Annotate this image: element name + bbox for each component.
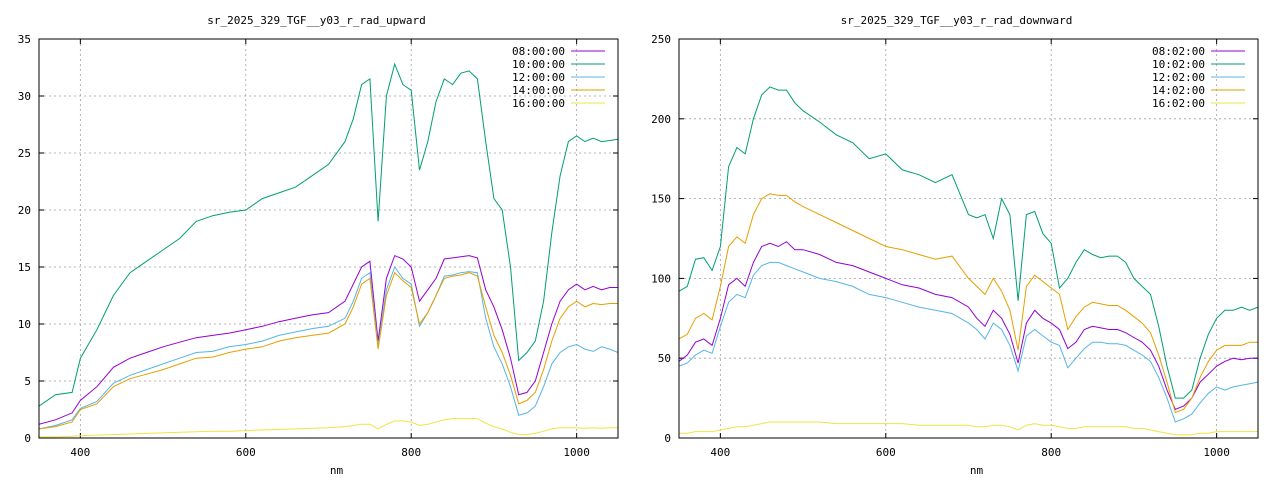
legend-label: 10:00:00 [512, 58, 565, 71]
y-tick-label: 250 [651, 33, 671, 46]
chart-downward-svg: sr_2025_329_TGF__y03_r_rad_downward 400 60… [651, 14, 1259, 477]
x-axis-label: nm [330, 464, 344, 477]
chart-title: sr_2025_329_TGF__y03_r_rad_upward [207, 14, 426, 27]
chart-downward: sr_2025_329_TGF__y03_r_rad_downward 400 60… [640, 0, 1280, 480]
series-line-10-02-00 [679, 86, 1258, 399]
x-tick-label: 400 [70, 446, 90, 459]
legend-label: 16:00:00 [512, 97, 565, 110]
y-tick-label: 100 [651, 272, 671, 285]
series-line-10-00-00 [39, 62, 618, 407]
y-tick-label: 5 [24, 375, 31, 388]
legend-label: 10:02:00 [1152, 58, 1205, 71]
x-tick-label: 800 [1041, 446, 1061, 459]
y-tick-label: 10 [18, 318, 31, 331]
series-line-16-00-00 [39, 418, 618, 438]
series-line-08-02-00 [679, 241, 1258, 410]
y-tick-label: 0 [24, 432, 31, 445]
legend-label: 14:00:00 [512, 84, 565, 97]
chart-upward: sr_2025_329_TGF__y03_r_rad_upward 400 600 8… [18, 14, 619, 477]
series-line-14-00-00 [39, 271, 618, 430]
y-tick-label: 35 [18, 33, 31, 46]
legend-label: 14:02:00 [1152, 84, 1205, 97]
x-tick-label: 600 [236, 446, 256, 459]
plot-frame [38, 38, 619, 439]
y-tick-label: 25 [18, 147, 31, 160]
series-line-12-00-00 [39, 265, 618, 430]
chart-upward-svg: sr_2025_329_TGF__y03_r_rad_upward 400 600 8… [18, 14, 619, 477]
y-tick-label: 30 [18, 90, 31, 103]
y-tick-label: 50 [658, 352, 671, 365]
legend-label: 12:02:00 [1152, 71, 1205, 84]
series-line-12-02-00 [679, 261, 1258, 423]
x-tick-label: 600 [876, 446, 896, 459]
y-tick-label: 20 [18, 204, 31, 217]
chart-title: sr_2025_329_TGF__y03_r_rad_downward [841, 14, 1073, 27]
series-line-14-02-00 [679, 193, 1258, 414]
x-axis-label: nm [970, 464, 984, 477]
plot-frame [678, 38, 1259, 439]
legend-label: 08:00:00 [512, 45, 565, 58]
y-tick-label: 0 [664, 432, 671, 445]
y-tick-label: 15 [18, 261, 31, 274]
series-line-08-00-00 [39, 254, 618, 425]
x-tick-label: 800 [401, 446, 421, 459]
legend-label: 08:02:00 [1152, 45, 1205, 58]
x-tick-label: 400 [710, 446, 730, 459]
y-tick-label: 200 [651, 113, 671, 126]
legend-label: 16:02:00 [1152, 97, 1205, 110]
x-tick-label: 1000 [563, 446, 590, 459]
y-tick-label: 150 [651, 193, 671, 206]
series-line-16-02-00 [679, 421, 1258, 436]
legend-label: 12:00:00 [512, 71, 565, 84]
x-tick-label: 1000 [1203, 446, 1230, 459]
